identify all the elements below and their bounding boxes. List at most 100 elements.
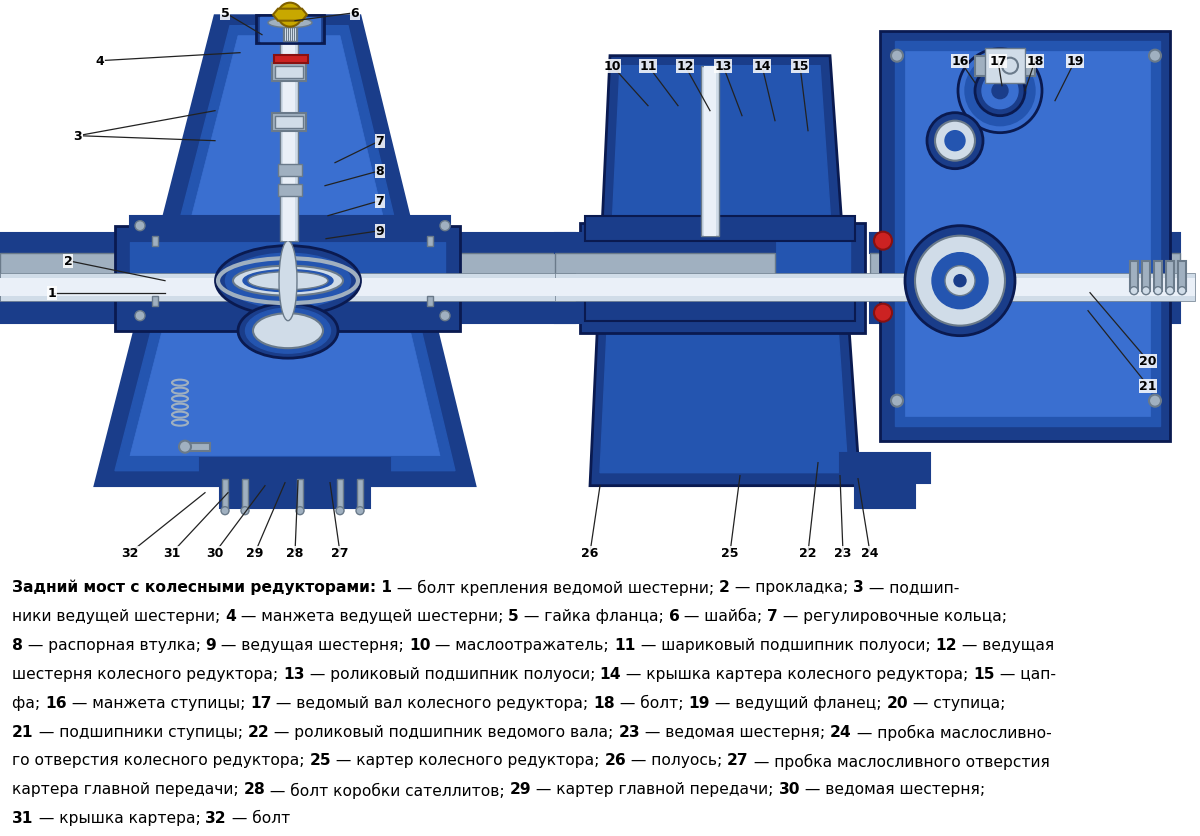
Bar xyxy=(704,67,716,237)
Text: 16: 16 xyxy=(952,55,968,68)
Circle shape xyxy=(1178,288,1186,295)
Text: 12: 12 xyxy=(677,60,694,73)
Text: — гайка фланца;: — гайка фланца; xyxy=(520,608,668,623)
Bar xyxy=(895,42,1160,426)
Text: — подшип-: — подшип- xyxy=(864,579,959,594)
Circle shape xyxy=(958,49,1042,134)
Bar xyxy=(272,114,306,131)
Bar xyxy=(427,296,433,306)
Text: 10: 10 xyxy=(409,637,431,652)
Text: картера главной передачи;: картера главной передачи; xyxy=(12,782,244,797)
Bar xyxy=(283,10,298,42)
Circle shape xyxy=(440,311,450,321)
Circle shape xyxy=(946,131,965,151)
Bar xyxy=(380,233,575,253)
Text: 30: 30 xyxy=(779,782,800,797)
Ellipse shape xyxy=(248,273,328,290)
Text: 17: 17 xyxy=(250,695,271,710)
Circle shape xyxy=(935,121,974,161)
Bar xyxy=(286,10,287,42)
Text: ники ведущей шестерни;: ники ведущей шестерни; xyxy=(12,608,226,623)
Circle shape xyxy=(965,57,1034,126)
Circle shape xyxy=(890,51,904,63)
Bar xyxy=(0,278,575,296)
Text: — шайба;: — шайба; xyxy=(679,608,768,623)
Text: 5: 5 xyxy=(509,608,520,623)
Text: 29: 29 xyxy=(510,782,532,797)
Text: 26: 26 xyxy=(605,752,626,767)
Text: 9: 9 xyxy=(376,225,384,238)
Bar xyxy=(870,301,1180,324)
Bar xyxy=(242,479,248,511)
Bar xyxy=(905,52,1150,416)
Text: 15: 15 xyxy=(791,60,809,73)
Ellipse shape xyxy=(242,270,334,293)
Text: 6: 6 xyxy=(668,608,679,623)
Bar xyxy=(580,223,865,334)
Circle shape xyxy=(1142,288,1150,295)
Bar xyxy=(274,56,308,64)
Text: 15: 15 xyxy=(973,665,995,681)
Text: 2: 2 xyxy=(719,579,730,594)
Bar xyxy=(283,42,295,242)
Text: 31: 31 xyxy=(12,810,34,825)
Text: 9: 9 xyxy=(205,637,216,652)
Bar xyxy=(278,185,302,196)
Text: 16: 16 xyxy=(46,695,67,710)
Text: 7: 7 xyxy=(376,135,384,148)
Bar xyxy=(0,253,200,301)
Text: фа;: фа; xyxy=(12,695,46,710)
Text: — крышка картера;: — крышка картера; xyxy=(34,810,205,825)
Text: 22: 22 xyxy=(799,547,817,559)
Text: 22: 22 xyxy=(247,724,269,739)
Text: 12: 12 xyxy=(935,637,956,652)
Text: — ведущий фланец;: — ведущий фланец; xyxy=(710,695,887,710)
Text: 17: 17 xyxy=(989,55,1007,68)
Circle shape xyxy=(946,267,974,296)
Text: 28: 28 xyxy=(244,782,265,797)
Bar xyxy=(337,479,343,511)
Bar xyxy=(260,18,320,42)
Bar xyxy=(380,301,575,324)
Text: 25: 25 xyxy=(721,547,739,559)
Text: — манжета ведущей шестерни;: — манжета ведущей шестерни; xyxy=(236,608,509,623)
Text: Задний мост с колесными редукторами:: Задний мост с колесными редукторами: xyxy=(12,579,376,594)
Circle shape xyxy=(179,441,191,453)
Bar xyxy=(200,458,390,483)
Text: 6: 6 xyxy=(350,8,359,20)
Text: 32: 32 xyxy=(121,547,139,559)
Polygon shape xyxy=(600,67,848,473)
Text: 19: 19 xyxy=(689,695,710,710)
Text: 24: 24 xyxy=(862,547,878,559)
Text: — прокладка;: — прокладка; xyxy=(730,579,853,594)
Text: 1: 1 xyxy=(48,287,56,300)
Text: 21: 21 xyxy=(12,724,34,739)
Bar xyxy=(985,48,1025,84)
Circle shape xyxy=(874,304,892,323)
Bar xyxy=(974,57,1034,77)
Bar xyxy=(272,64,306,82)
Bar xyxy=(701,67,719,237)
Text: — распорная втулка;: — распорная втулка; xyxy=(23,637,205,652)
Circle shape xyxy=(356,507,364,515)
Bar xyxy=(0,253,200,316)
Circle shape xyxy=(954,275,966,288)
Text: 30: 30 xyxy=(206,547,223,559)
Text: 13: 13 xyxy=(714,60,732,73)
Bar xyxy=(288,10,289,42)
Text: 23: 23 xyxy=(618,724,640,739)
Circle shape xyxy=(134,311,145,321)
Text: 13: 13 xyxy=(283,665,305,681)
Circle shape xyxy=(928,114,983,170)
Polygon shape xyxy=(130,37,440,456)
Bar xyxy=(256,16,324,43)
Circle shape xyxy=(932,253,988,309)
Bar xyxy=(554,301,775,324)
Ellipse shape xyxy=(253,314,323,349)
Text: — болт;: — болт; xyxy=(616,695,689,710)
Bar xyxy=(427,237,433,247)
Text: 29: 29 xyxy=(246,547,264,559)
Bar xyxy=(554,283,1195,293)
Text: — маслоотражатель;: — маслоотражатель; xyxy=(431,637,614,652)
Bar xyxy=(152,296,158,306)
